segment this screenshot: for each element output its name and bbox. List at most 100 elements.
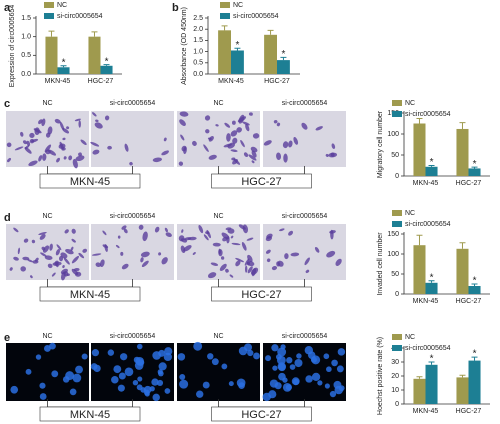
error-bar (416, 376, 423, 379)
nucleus (25, 368, 32, 375)
cell (205, 129, 210, 134)
cell (123, 228, 128, 234)
legend-label: NC (57, 2, 67, 9)
micrograph (263, 111, 346, 167)
cell (6, 142, 12, 148)
cell (215, 124, 219, 127)
cell (183, 146, 187, 155)
panel-label: d (4, 212, 11, 224)
nucleus (296, 353, 302, 359)
error-bar (280, 56, 287, 61)
bar (100, 65, 113, 74)
cell (212, 242, 221, 247)
y-axis-title: Absorbance (OD 450nm) (181, 7, 188, 85)
group-box (211, 173, 312, 189)
cell (183, 245, 192, 252)
nucleus (152, 393, 160, 402)
cell (99, 259, 105, 268)
cell (17, 247, 21, 255)
legend-label: NC (405, 210, 415, 217)
nucleus (163, 352, 172, 362)
nucleus (177, 353, 186, 361)
y-tick-label: 1.0 (21, 34, 31, 41)
nucleus (135, 357, 145, 366)
cell (13, 256, 19, 261)
cell (225, 227, 232, 231)
micrograph (91, 111, 174, 167)
cell (95, 119, 99, 123)
cell (64, 229, 69, 234)
cell (223, 143, 232, 148)
cell (284, 253, 289, 260)
cell (232, 137, 238, 144)
y-tick-label: 1.5 (193, 37, 203, 44)
cell (241, 241, 247, 251)
cell (74, 118, 81, 122)
cell (178, 161, 184, 166)
cell (224, 122, 231, 128)
bar (413, 245, 426, 294)
cell (315, 126, 323, 131)
nucleus (107, 349, 115, 356)
cell (34, 257, 39, 262)
nucleus (324, 383, 330, 389)
nucleus (179, 379, 189, 389)
nucleus (196, 390, 204, 398)
y-tick-label: 0 (395, 291, 399, 298)
image-label: NC (213, 213, 223, 220)
cell (250, 146, 258, 153)
cell (187, 236, 197, 241)
error-bar (471, 166, 478, 169)
x-tick-label: HGC-27 (456, 180, 482, 187)
bar (413, 378, 426, 404)
nucleus (289, 364, 296, 370)
cell (203, 234, 209, 241)
nucleus (238, 346, 248, 356)
nucleus (202, 381, 210, 389)
cell (141, 260, 149, 268)
cell (72, 158, 78, 169)
nucleus (304, 346, 314, 355)
nucleus (265, 355, 272, 362)
nucleus (211, 358, 219, 366)
bar (456, 377, 469, 404)
cell (164, 227, 168, 233)
nucleus (44, 345, 51, 352)
cell (45, 132, 51, 138)
cell (107, 145, 112, 150)
bracket (218, 279, 305, 288)
significance: * (473, 276, 477, 287)
cell (265, 236, 273, 242)
bar (425, 166, 438, 176)
cell (140, 257, 144, 263)
image-label: si-circ0005654 (282, 100, 328, 107)
error-bar (234, 47, 241, 51)
error-bar (428, 165, 435, 167)
group-box (39, 406, 141, 422)
nucleus (136, 343, 143, 350)
image-label: si-circ0005654 (282, 213, 328, 220)
cell (229, 274, 234, 278)
cell (39, 234, 46, 240)
cell (225, 268, 229, 273)
nucleus (274, 382, 282, 390)
y-tick-label: 50 (391, 152, 399, 159)
group-box (39, 173, 141, 189)
cell (38, 231, 47, 236)
nucleus (35, 354, 42, 360)
y-tick-label: 0 (395, 401, 399, 408)
cell (138, 224, 144, 230)
bar (468, 360, 481, 404)
cell (70, 246, 74, 251)
cell (231, 242, 241, 246)
cell (305, 269, 310, 273)
cell (75, 155, 85, 162)
cell (236, 127, 242, 133)
cell (282, 141, 289, 149)
x-tick-label: HGC-27 (88, 78, 114, 85)
cell (276, 152, 282, 161)
nucleus (143, 385, 152, 394)
bracket (47, 166, 133, 175)
cell (62, 127, 70, 134)
nucleus (179, 374, 186, 380)
